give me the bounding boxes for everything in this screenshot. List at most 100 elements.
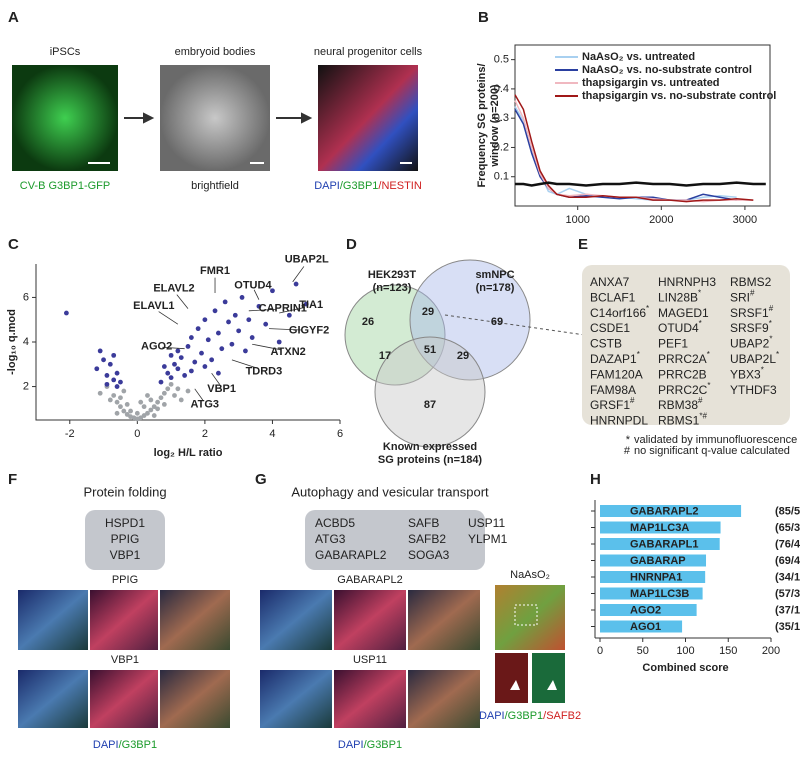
y-tick-label: 0.1 [494, 171, 509, 183]
caption-part: DAPI [314, 180, 340, 192]
point [168, 352, 174, 358]
panel-label: F [8, 471, 17, 488]
bar-label: MAP1LC3B [630, 588, 689, 600]
image-label: GABARAPL2 [337, 574, 402, 586]
point [94, 366, 100, 372]
gene-mark: * [707, 350, 710, 359]
gene-name: RBM38# [658, 396, 703, 412]
point [114, 399, 120, 405]
leader-line [162, 346, 185, 350]
venn-smnpc [409, 259, 531, 381]
panel-title: Autophagy and vesicular transport [291, 484, 489, 499]
gene-symbol: ANXA7 [590, 275, 630, 289]
gene-symbol: SRI [730, 291, 750, 305]
point [114, 384, 120, 389]
image-caption: brightfield [191, 180, 239, 192]
point [195, 326, 201, 332]
point [175, 386, 181, 392]
panel-label: C [8, 236, 19, 253]
caption-part: DAPI [338, 739, 364, 751]
caption-part: /G3BP1 [505, 710, 544, 722]
point-label: ELAVL2 [153, 282, 194, 294]
caption-part: brightfield [191, 180, 239, 192]
point [118, 395, 123, 401]
point [114, 410, 120, 416]
point [114, 370, 120, 376]
point [172, 393, 177, 398]
y-tick-label: 6 [23, 291, 29, 303]
bar [600, 538, 720, 550]
y-tick-label: 0.3 [494, 112, 509, 124]
gene-name: UBAP2* [730, 335, 772, 351]
point [286, 312, 292, 318]
point [249, 335, 255, 340]
gene-symbol: DAZAP1 [590, 352, 637, 366]
point-label: ELAVL1 [133, 300, 174, 312]
gene-name: FAM98A [590, 383, 636, 397]
x-axis-label: log₂ H/L ratio [154, 447, 223, 459]
point [165, 386, 171, 392]
gene-symbol: UBAP2 [730, 337, 770, 351]
point [97, 348, 103, 354]
x-tick-label: 6 [337, 428, 343, 440]
gene-name: SRSF9* [730, 319, 772, 335]
venn-known [374, 336, 486, 448]
point [141, 413, 147, 418]
set-size: (n=178) [476, 282, 515, 294]
panel-title: Protein folding [83, 484, 166, 499]
gene-name: GABARAPL2 [315, 548, 387, 562]
bar-label: GABARAPL1 [630, 538, 698, 550]
point [145, 410, 150, 416]
gene-name: HNRNPH3 [658, 275, 716, 289]
gene-mark: * [698, 289, 701, 298]
point-label: ATG3 [190, 399, 219, 411]
gene-symbol: PRRC2B [658, 368, 707, 382]
bar [600, 587, 703, 600]
gene-symbol: HNRNPDL [590, 414, 648, 428]
caption-part: /NESTIN [378, 180, 421, 192]
gene-name: ACBD5 [315, 516, 355, 530]
gene-name: PRRC2C* [658, 381, 710, 397]
point [118, 379, 123, 385]
point [141, 404, 147, 410]
x-tick-label: -2 [65, 428, 75, 440]
gene-name: GRSF1# [590, 396, 635, 412]
gene-symbol: UBAP2L [730, 352, 776, 366]
gene-mark: * [707, 381, 710, 390]
gene-symbol: MAGED1 [658, 306, 709, 320]
panel-label: H [590, 471, 601, 488]
bar-annotation: (57/322) [775, 588, 800, 600]
gene-symbol: FAM120A [590, 368, 643, 382]
ipsc-image [12, 65, 118, 171]
image-caption: DAPI/G3BP1 [338, 739, 402, 751]
point [202, 364, 208, 369]
set-name: Known expressed [383, 441, 477, 453]
gene-name: OTUD4* [658, 319, 702, 335]
legend-label: NaAsO₂ vs. no-substrate control [582, 64, 752, 76]
bar-annotation: (35/174) [775, 621, 800, 633]
gene-box [305, 510, 485, 570]
point [232, 312, 238, 318]
point [168, 375, 174, 381]
x-tick-label: 100 [676, 645, 694, 657]
point-label: TIA1 [299, 299, 323, 311]
gene-symbol: BCLAF1 [590, 291, 636, 305]
point-label: FMR1 [200, 265, 230, 277]
point [263, 321, 269, 327]
point [216, 370, 221, 376]
point [202, 317, 208, 323]
point [246, 317, 252, 323]
leader-line [279, 307, 305, 314]
point [205, 337, 211, 343]
gene-mark: # [630, 396, 635, 405]
venn-count: 51 [424, 344, 436, 356]
gene-name: MAGED1 [658, 306, 709, 320]
x-axis-label: Combined score [642, 662, 728, 674]
gene-name: YBX3* [730, 366, 764, 382]
gene-box [582, 265, 790, 425]
point-label: ATXN2 [271, 346, 306, 358]
gene-name: RBMS1*# [658, 412, 707, 428]
image-caption: DAPI/G3BP1 [93, 739, 157, 751]
bar-label: GABARAP [630, 555, 686, 567]
